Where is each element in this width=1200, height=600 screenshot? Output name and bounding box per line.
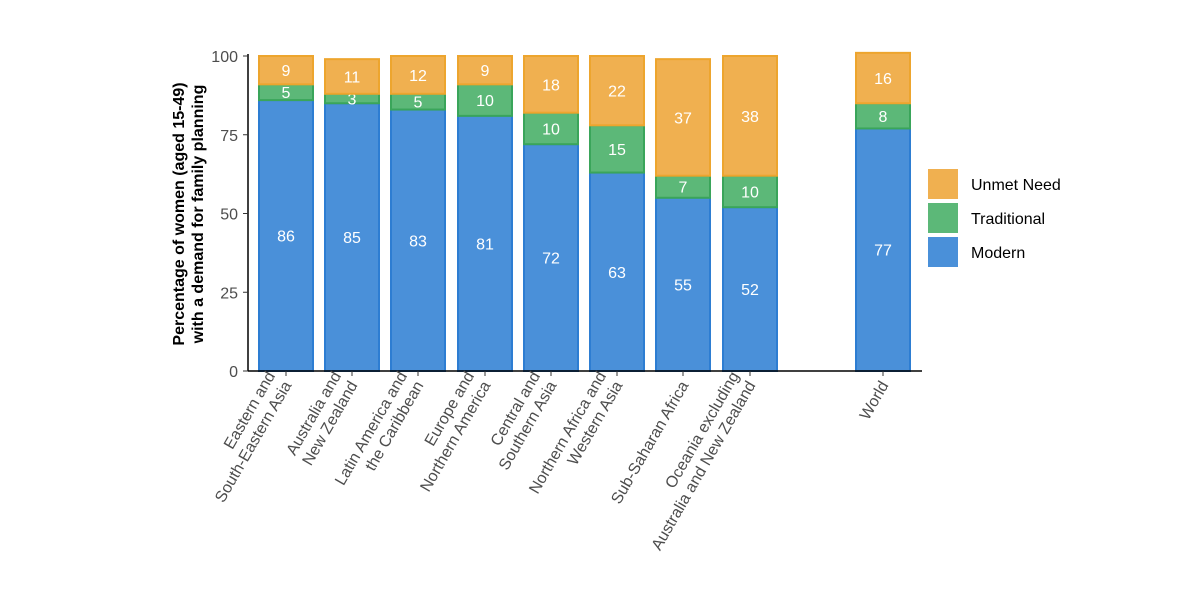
data-label: 5 [282, 85, 291, 102]
data-label: 7 [679, 180, 688, 197]
legend-swatch-modern [928, 237, 958, 267]
data-label: 18 [542, 77, 560, 94]
bar-unmet-need-7 [722, 55, 778, 177]
bar-traditional-8 [855, 102, 911, 130]
data-label: 37 [674, 110, 692, 127]
y-tick-label: 100 [211, 49, 238, 66]
bar-traditional-4 [523, 111, 579, 146]
y-tick-label: 0 [229, 364, 238, 381]
legend-swatch-unmet-need [928, 169, 958, 199]
data-label: 52 [741, 282, 759, 299]
data-label: 10 [476, 93, 494, 110]
data-label: 86 [277, 229, 295, 246]
bars-layer: 86 5 9 85 3 11 83 5 12 81 10 9 72 10 18 63 15 22 55 7 37 52 10… [258, 51, 911, 373]
data-label: 3 [348, 92, 357, 109]
y-axis: 0 25 50 75 100 [211, 49, 249, 381]
data-label: 9 [481, 63, 490, 80]
data-label: 9 [282, 63, 291, 80]
bar-unmet-need-3 [457, 55, 513, 86]
legend-label: Traditional [971, 211, 1045, 228]
bar-traditional-7 [722, 174, 778, 209]
x-tick-label: Oceania excludingAustralia and New Zeala… [632, 369, 759, 553]
data-label: 5 [414, 95, 423, 112]
data-label: 72 [542, 251, 560, 268]
data-label: 81 [476, 236, 494, 253]
data-label: 77 [874, 243, 892, 260]
data-label: 38 [741, 109, 759, 126]
bar-unmet-need-6 [655, 58, 711, 177]
legend-label: Unmet Need [971, 177, 1061, 194]
y-axis-title: Percentage of women (aged 15-49) with a d… [171, 82, 207, 345]
data-label: 22 [608, 84, 626, 101]
bar-unmet-need-4 [523, 55, 579, 114]
data-label: 12 [409, 68, 427, 85]
bar-modern-0 [258, 99, 314, 372]
y-tick-label: 75 [220, 128, 238, 145]
x-tick-label: Eastern andSouth-Eastern Asia [196, 369, 296, 506]
bar-unmet-need-2 [390, 55, 446, 95]
data-label: 16 [874, 71, 892, 88]
x-tick-label: World [857, 379, 892, 423]
bar-unmet-need-1 [324, 58, 380, 95]
x-tick-label: Sub-Saharan Africa [608, 378, 692, 507]
legend: Unmet Need Traditional Modern [928, 169, 1061, 267]
bar-modern-1 [324, 102, 380, 372]
data-label: 63 [608, 265, 626, 282]
data-label: 15 [608, 142, 626, 159]
data-label: 10 [741, 184, 759, 201]
legend-swatch-traditional [928, 203, 958, 233]
data-label: 55 [674, 277, 692, 294]
bar-unmet-need-8 [855, 51, 911, 105]
y-tick-label: 25 [220, 285, 238, 302]
bar-unmet-need-5 [589, 55, 645, 127]
bar-unmet-need-0 [258, 55, 314, 86]
data-label: 85 [343, 230, 361, 247]
y-tick-label: 50 [220, 207, 238, 224]
data-label: 83 [409, 233, 427, 250]
data-label: 10 [542, 121, 560, 138]
data-label: 11 [344, 69, 361, 86]
data-label: 8 [879, 109, 888, 126]
bar-modern-4 [523, 143, 579, 372]
legend-label: Modern [971, 245, 1025, 262]
bar-traditional-3 [457, 83, 513, 117]
